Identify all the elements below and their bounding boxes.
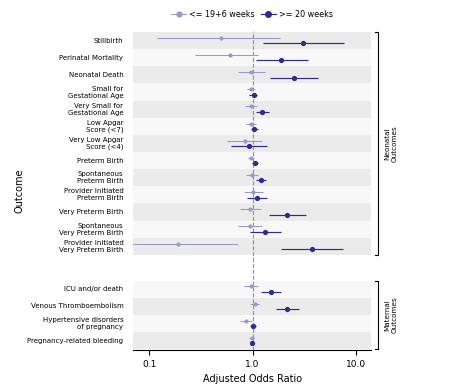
Bar <box>133 49 371 66</box>
Bar <box>133 66 371 83</box>
Bar <box>133 280 371 298</box>
Y-axis label: Outcome: Outcome <box>14 168 25 213</box>
Legend: <= 19+6 weeks, >= 20 weeks: <= 19+6 weeks, >= 20 weeks <box>168 7 336 22</box>
Bar <box>133 221 371 238</box>
Bar <box>133 101 371 118</box>
Bar <box>133 152 371 169</box>
Text: Neonatal
Outcomes: Neonatal Outcomes <box>384 125 397 162</box>
Bar <box>133 238 371 255</box>
Bar <box>133 32 371 49</box>
Bar <box>133 298 371 315</box>
Bar <box>133 203 371 221</box>
Text: Maternal
Outcomes: Maternal Outcomes <box>384 296 397 333</box>
Bar <box>133 135 371 152</box>
Bar <box>133 332 371 349</box>
Bar <box>133 83 371 101</box>
X-axis label: Adjusted Odds Ratio: Adjusted Odds Ratio <box>203 374 302 384</box>
Bar <box>133 186 371 203</box>
Bar <box>133 118 371 135</box>
Bar <box>133 315 371 332</box>
Bar <box>133 169 371 186</box>
